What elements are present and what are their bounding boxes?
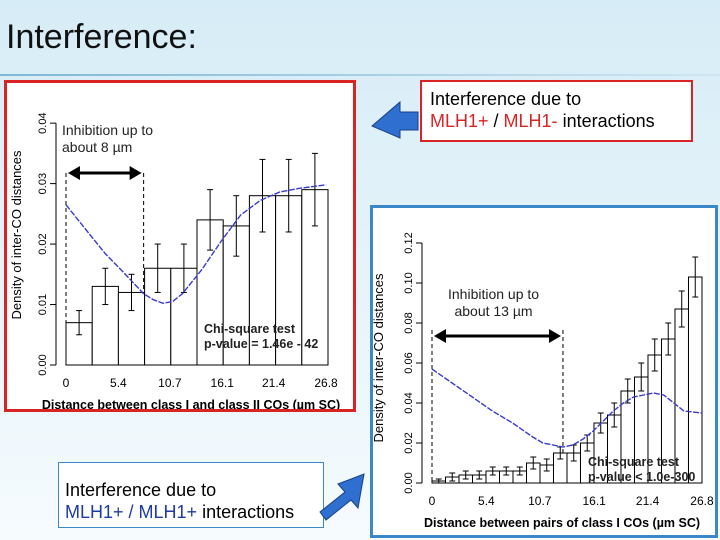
callout-bottom-sep: / [123, 502, 139, 522]
callout-top-line2: MLH1+ / MLH1- interactions [430, 110, 683, 132]
chart1-x-tick-label: 0 [429, 494, 436, 508]
chart1-y-tick-label: 0.08 [403, 312, 415, 333]
chart0-x-tick-label: 5.4 [110, 376, 127, 390]
chart1-x-tick-label: 10.7 [528, 494, 552, 508]
chart0-y-tick-label: 0.01 [37, 294, 49, 315]
right-inhibition-line2: about 13 µm [454, 303, 533, 319]
chart1-inhibition-arrow-right-head [548, 329, 561, 343]
chart1-chi-square-label: Chi-square test [588, 455, 680, 469]
chart1-y-tick-label: 0.00 [403, 472, 415, 493]
chart1-x-tick-label: 21.4 [636, 494, 660, 508]
chart1-y-tick-label: 0.12 [403, 232, 415, 253]
chart-panel-right: 0.00 0.02 0.04 0.06 0.08 0.10 0.12 Density of i… [370, 205, 718, 538]
chart0-y-tick-label: 0.03 [37, 173, 49, 194]
callout-top-term1: MLH1+ [430, 111, 489, 131]
callout-mlh1-plus-minus: Interference due to MLH1+ / MLH1- intera… [420, 80, 693, 142]
chart0-x-axis-label: Distance between class I and class II CO… [42, 398, 340, 409]
chart0-y-axis-label: Density of inter-CO distances [9, 150, 24, 320]
chart1-expected-curve [431, 368, 703, 448]
chart0-chi-square-label: Chi-square test [204, 322, 296, 336]
chart0-inhibition-arrow-right-head [129, 166, 142, 180]
chart-left: 0.00 0.01 0.02 0.03 0.04 Density of inter-CO … [9, 112, 340, 412]
chart1-x-tick-label: 5.4 [478, 494, 495, 508]
callout-top-sep: / [488, 111, 504, 131]
chart0-x-tick-label: 26.8 [314, 376, 338, 390]
right-inhibition-annotation: Inhibition up to about 13 µm [448, 286, 539, 320]
left-inhibition-annotation: Inhibition up to about 8 µm [62, 122, 153, 156]
callout-top-term2: MLH1- [503, 111, 558, 131]
callout-bottom-suffix: interactions [197, 502, 295, 522]
slide-title: Interference: [6, 18, 197, 56]
callout-bottom-term1: MLH1+ [65, 502, 124, 522]
left-inhibition-line2: about 8 µm [62, 139, 133, 155]
blue-arrow-icon-top [371, 100, 419, 139]
chart0-x-tick-label: 0 [63, 376, 70, 390]
chart0-p-value-label: p-value = 1.46e - 42 [204, 337, 318, 351]
chart1-bar [687, 276, 703, 484]
callout-top-suffix: interactions [557, 111, 655, 131]
chart0-y-tick-label: 0.04 [37, 112, 49, 133]
chart0-x-tick-label: 16.1 [211, 376, 235, 390]
callout-bottom-term2: MLH1+ [138, 502, 198, 522]
chart-panel-left: 0.00 0.01 0.02 0.03 0.04 Density of inter-CO … [4, 80, 356, 412]
blue-arrow-icon-bottom [319, 473, 365, 521]
chart1-y-tick-label: 0.06 [403, 352, 415, 373]
chart1-y-axis-label: Density of inter-CO distances [373, 273, 386, 443]
chart1-x-axis-label: Distance between pairs of class I COs (µ… [424, 516, 700, 530]
chart-right: 0.00 0.02 0.04 0.06 0.08 0.10 0.12 Density of i… [371, 232, 714, 530]
left-inhibition-line1: Inhibition up to [62, 122, 154, 138]
callout-top-line1: Interference due to [430, 89, 582, 109]
callout-bottom-line2: MLH1+ / MLH1+ interactions [65, 501, 317, 523]
right-inhibition-line1: Inhibition up to [448, 286, 540, 302]
chart0-inhibition-arrow-left-head [68, 166, 80, 180]
chart0-expected-curve [65, 184, 327, 305]
callout-mlh1-plus-plus: Interference due to MLH1+ / MLH1+ intera… [58, 462, 324, 528]
chart0-y-tick-label: 0.02 [37, 233, 49, 254]
chart1-x-tick-label: 26.8 [690, 494, 714, 508]
chart1-y-tick-label: 0.10 [403, 272, 415, 293]
chart1-inhibition-arrow-left-head [434, 329, 446, 343]
chart0-x-tick-label: 10.7 [158, 376, 182, 390]
chart1-y-tick-label: 0.04 [403, 392, 415, 413]
chart0-x-tick-label: 21.4 [262, 376, 286, 390]
chart1-x-tick-label: 16.1 [583, 494, 607, 508]
chart1-y-tick-label: 0.02 [403, 432, 415, 453]
title-divider [0, 74, 720, 76]
chart1-p-value-label: p-value < 1.0e-300 [588, 470, 695, 484]
chart0-y-tick-label: 0.00 [37, 354, 49, 375]
callout-bottom-line1: Interference due to [65, 480, 217, 500]
